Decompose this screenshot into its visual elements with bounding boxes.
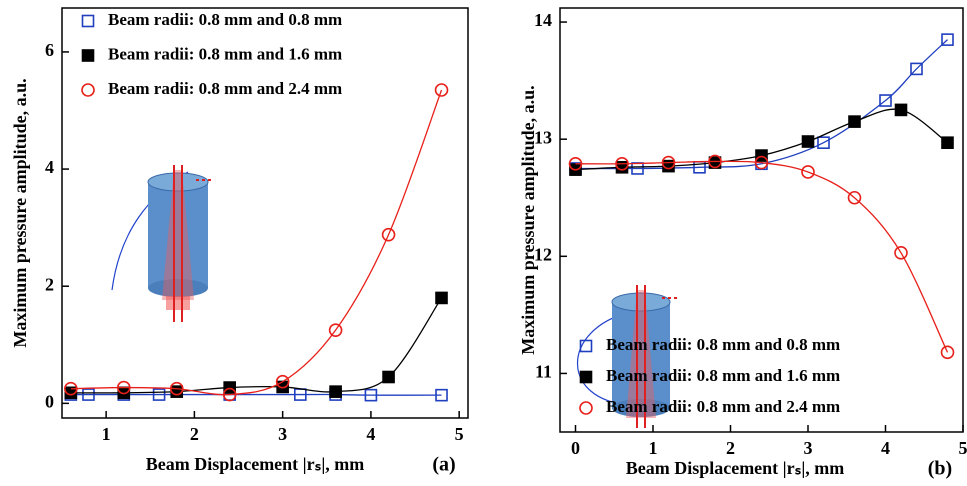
legend: Beam radii: 0.8 mm and 0.8 mm Beam radii:… [579, 335, 840, 416]
marker [81, 49, 95, 62]
legend-text: Beam radii: 0.8 mm and 1.6 mm [108, 44, 342, 63]
x-tick-label: 4 [366, 424, 375, 444]
marker [328, 323, 343, 337]
marker [222, 387, 237, 402]
marker [941, 136, 954, 149]
marker [116, 380, 131, 395]
panel-label: (b) [928, 458, 952, 480]
x-tick-label: 4 [881, 438, 890, 458]
marker [708, 154, 722, 169]
marker [381, 227, 396, 242]
x-tick-label: 1 [649, 438, 658, 458]
y-tick-label: 14 [534, 10, 552, 30]
marker [579, 339, 593, 353]
x-tick-label: 5 [959, 438, 967, 458]
marker [223, 381, 236, 394]
marker [941, 33, 954, 46]
marker [579, 370, 593, 384]
x-axis-title: Beam Displacement |rₛ|, mm [626, 458, 845, 478]
marker [817, 136, 830, 149]
y-tick-label: 0 [45, 391, 54, 411]
y-tick-label: 12 [534, 244, 552, 264]
y-tick-label: 6 [45, 40, 54, 60]
y-axis-title: Maximum pressure amplitude, a.u. [10, 78, 30, 347]
x-axis-title: Beam Displacement |rₛ|, mm [146, 454, 365, 474]
marker [364, 388, 378, 402]
y-tick-label: 11 [535, 362, 552, 382]
plot-frame [61, 7, 469, 419]
marker [435, 388, 448, 402]
marker [755, 149, 768, 162]
inset-b [577, 285, 680, 428]
plot-frame [559, 7, 964, 433]
x-tick-label: 1 [102, 424, 111, 444]
marker [661, 155, 676, 170]
legend-text: Beam radii: 0.8 mm and 2.4 mm [108, 79, 342, 98]
x-tick-label: 3 [804, 438, 813, 458]
marker [801, 135, 815, 148]
marker [894, 245, 908, 260]
y-tick-label: 4 [45, 157, 54, 177]
marker [847, 190, 862, 205]
marker [615, 156, 629, 171]
marker [801, 165, 815, 179]
marker [64, 386, 78, 400]
legend-text: Beam radii: 0.8 mm and 0.8 mm [606, 335, 840, 354]
x-tick-label: 3 [278, 424, 287, 444]
x-tick-label: 2 [726, 438, 735, 458]
marker [568, 156, 583, 171]
legend-text: Beam radii: 0.8 mm and 1.6 mm [606, 366, 840, 385]
marker [382, 370, 395, 384]
x-tick-label: 5 [455, 424, 464, 444]
legend: Beam radii: 0.8 mm and 0.8 mm Beam radii:… [81, 10, 342, 98]
fit-line [70, 89, 443, 396]
fit-line [575, 39, 948, 170]
marker [879, 94, 892, 107]
marker [894, 103, 908, 117]
marker [940, 345, 955, 360]
x-tick-label: 0 [571, 438, 580, 458]
y-axis-title: Maximum pressure amplitude, a.u. [518, 85, 538, 354]
marker [82, 388, 95, 401]
legend-text: Beam radii: 0.8 mm and 0.8 mm [108, 10, 342, 29]
marker [169, 381, 184, 396]
marker [910, 62, 923, 76]
inset-a [111, 165, 212, 322]
marker [434, 83, 449, 97]
marker [435, 291, 448, 305]
marker [275, 374, 290, 389]
marker [64, 381, 78, 396]
x-tick-label: 2 [190, 424, 199, 444]
legend-text: Beam radii: 0.8 mm and 2.4 mm [606, 397, 840, 416]
marker [81, 14, 95, 28]
marker [81, 83, 95, 97]
marker [579, 401, 593, 415]
y-tick-label: 2 [45, 274, 54, 294]
marker [754, 155, 769, 170]
panel-label: (a) [432, 454, 455, 476]
marker [152, 388, 166, 401]
marker [848, 115, 861, 128]
y-tick-label: 13 [534, 127, 552, 147]
marker [329, 385, 342, 398]
